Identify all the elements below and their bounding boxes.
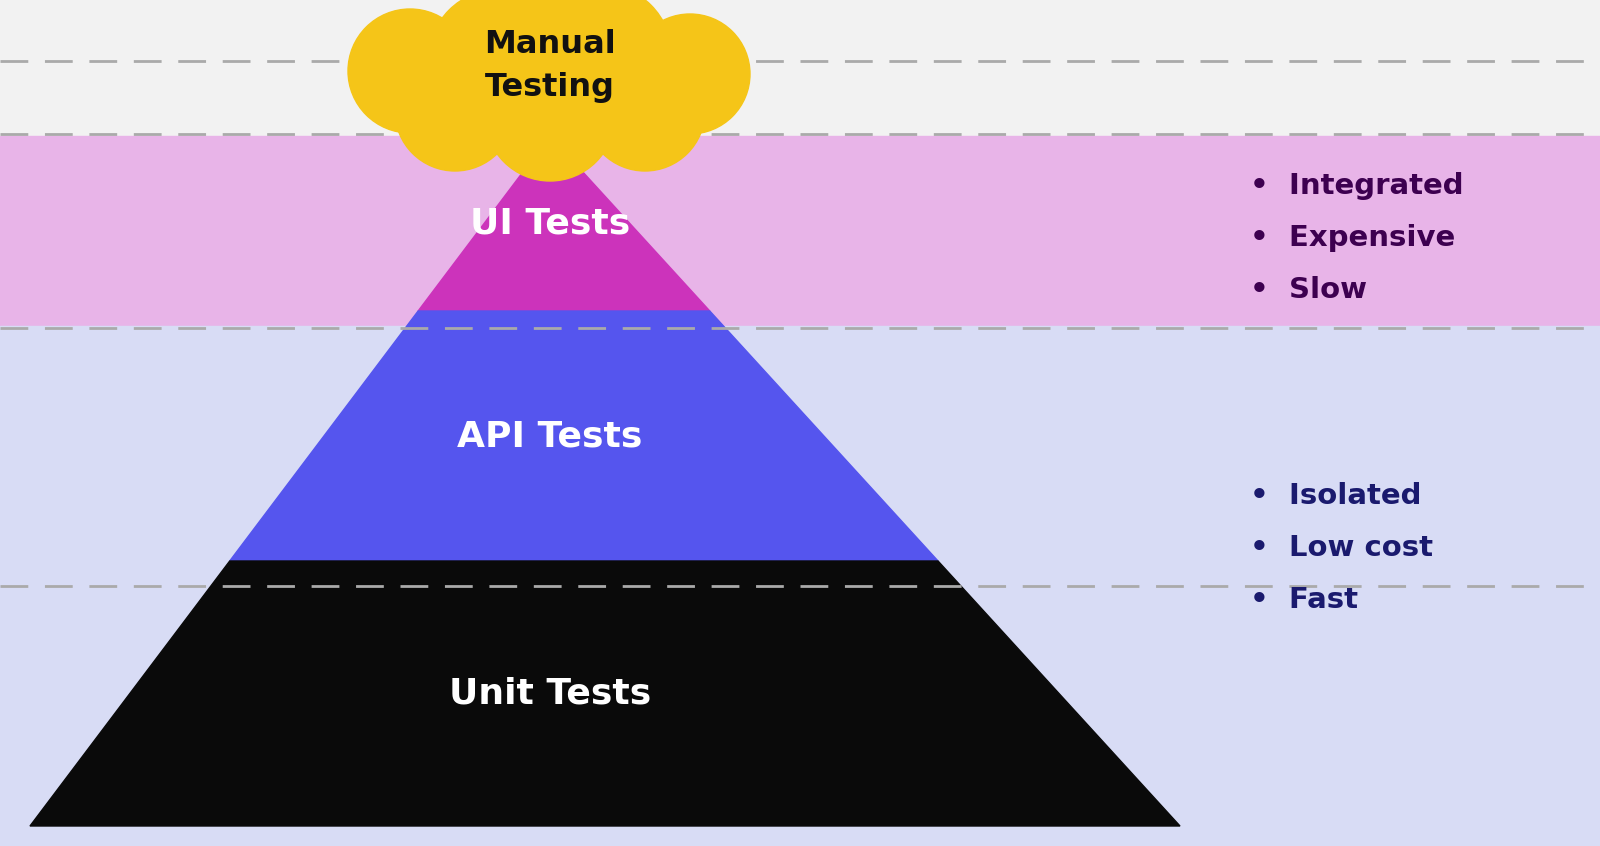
Text: •  Isolated: • Isolated [1250, 482, 1421, 510]
Circle shape [475, 16, 626, 166]
Text: •  Expensive: • Expensive [1250, 224, 1456, 252]
Text: •  Slow: • Slow [1250, 276, 1366, 304]
Polygon shape [30, 561, 1181, 826]
Polygon shape [230, 311, 938, 561]
Circle shape [429, 0, 573, 133]
Text: UI Tests: UI Tests [470, 206, 630, 240]
Circle shape [586, 51, 706, 171]
Text: API Tests: API Tests [458, 419, 643, 453]
Text: •  Fast: • Fast [1250, 586, 1358, 614]
Circle shape [395, 26, 515, 146]
Bar [0, 136, 1600, 326]
Bar [0, 0, 1600, 136]
Circle shape [586, 26, 706, 146]
Text: Unit Tests: Unit Tests [450, 677, 651, 711]
Circle shape [630, 14, 750, 134]
Circle shape [347, 9, 472, 133]
Text: •  Low cost: • Low cost [1250, 534, 1434, 562]
Circle shape [395, 51, 515, 171]
Circle shape [528, 0, 672, 128]
Circle shape [490, 0, 610, 101]
Bar [0, 326, 1600, 846]
Polygon shape [418, 136, 710, 311]
Text: •  Integrated: • Integrated [1250, 172, 1464, 200]
Text: Manual
Testing: Manual Testing [485, 29, 616, 103]
Circle shape [485, 51, 614, 181]
